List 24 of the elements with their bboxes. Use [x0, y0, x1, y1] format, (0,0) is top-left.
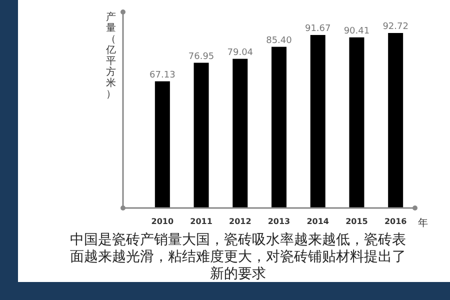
- data-label: 79.04: [227, 48, 254, 58]
- x-tick-label: 2011: [190, 217, 213, 226]
- bar: [154, 81, 170, 208]
- x-tick-label: 2010: [151, 217, 174, 226]
- x-tick-label: 2012: [229, 217, 252, 226]
- x-tick-label: 2014: [306, 217, 330, 226]
- data-label: 67.13: [150, 70, 176, 80]
- data-label: 91.67: [304, 24, 331, 34]
- bar: [310, 34, 326, 208]
- bar: [349, 37, 364, 208]
- data-label: 90.41: [344, 26, 370, 36]
- y-axis-title: 产量（亿平方米）: [105, 11, 116, 100]
- bar: [232, 58, 248, 208]
- bar: [388, 33, 404, 208]
- x-tick-label: 2016: [384, 217, 408, 226]
- x-axis-title: 年: [418, 217, 428, 229]
- bar: [272, 46, 286, 208]
- text: 中国是瓷砖产销量大国，瓷砖吸水率越来越低，瓷砖表面越来越光滑，粘结难度更大，对瓷砖铺贴材料提出了新的要求: [69, 232, 407, 283]
- data-label: 92.72: [382, 22, 408, 32]
- data-label: 85.40: [266, 36, 292, 46]
- data-label: 76.95: [188, 52, 214, 62]
- x-tick-label: 2013: [268, 217, 290, 226]
- bar: [194, 62, 209, 208]
- x-tick-label: 2015: [346, 217, 368, 226]
